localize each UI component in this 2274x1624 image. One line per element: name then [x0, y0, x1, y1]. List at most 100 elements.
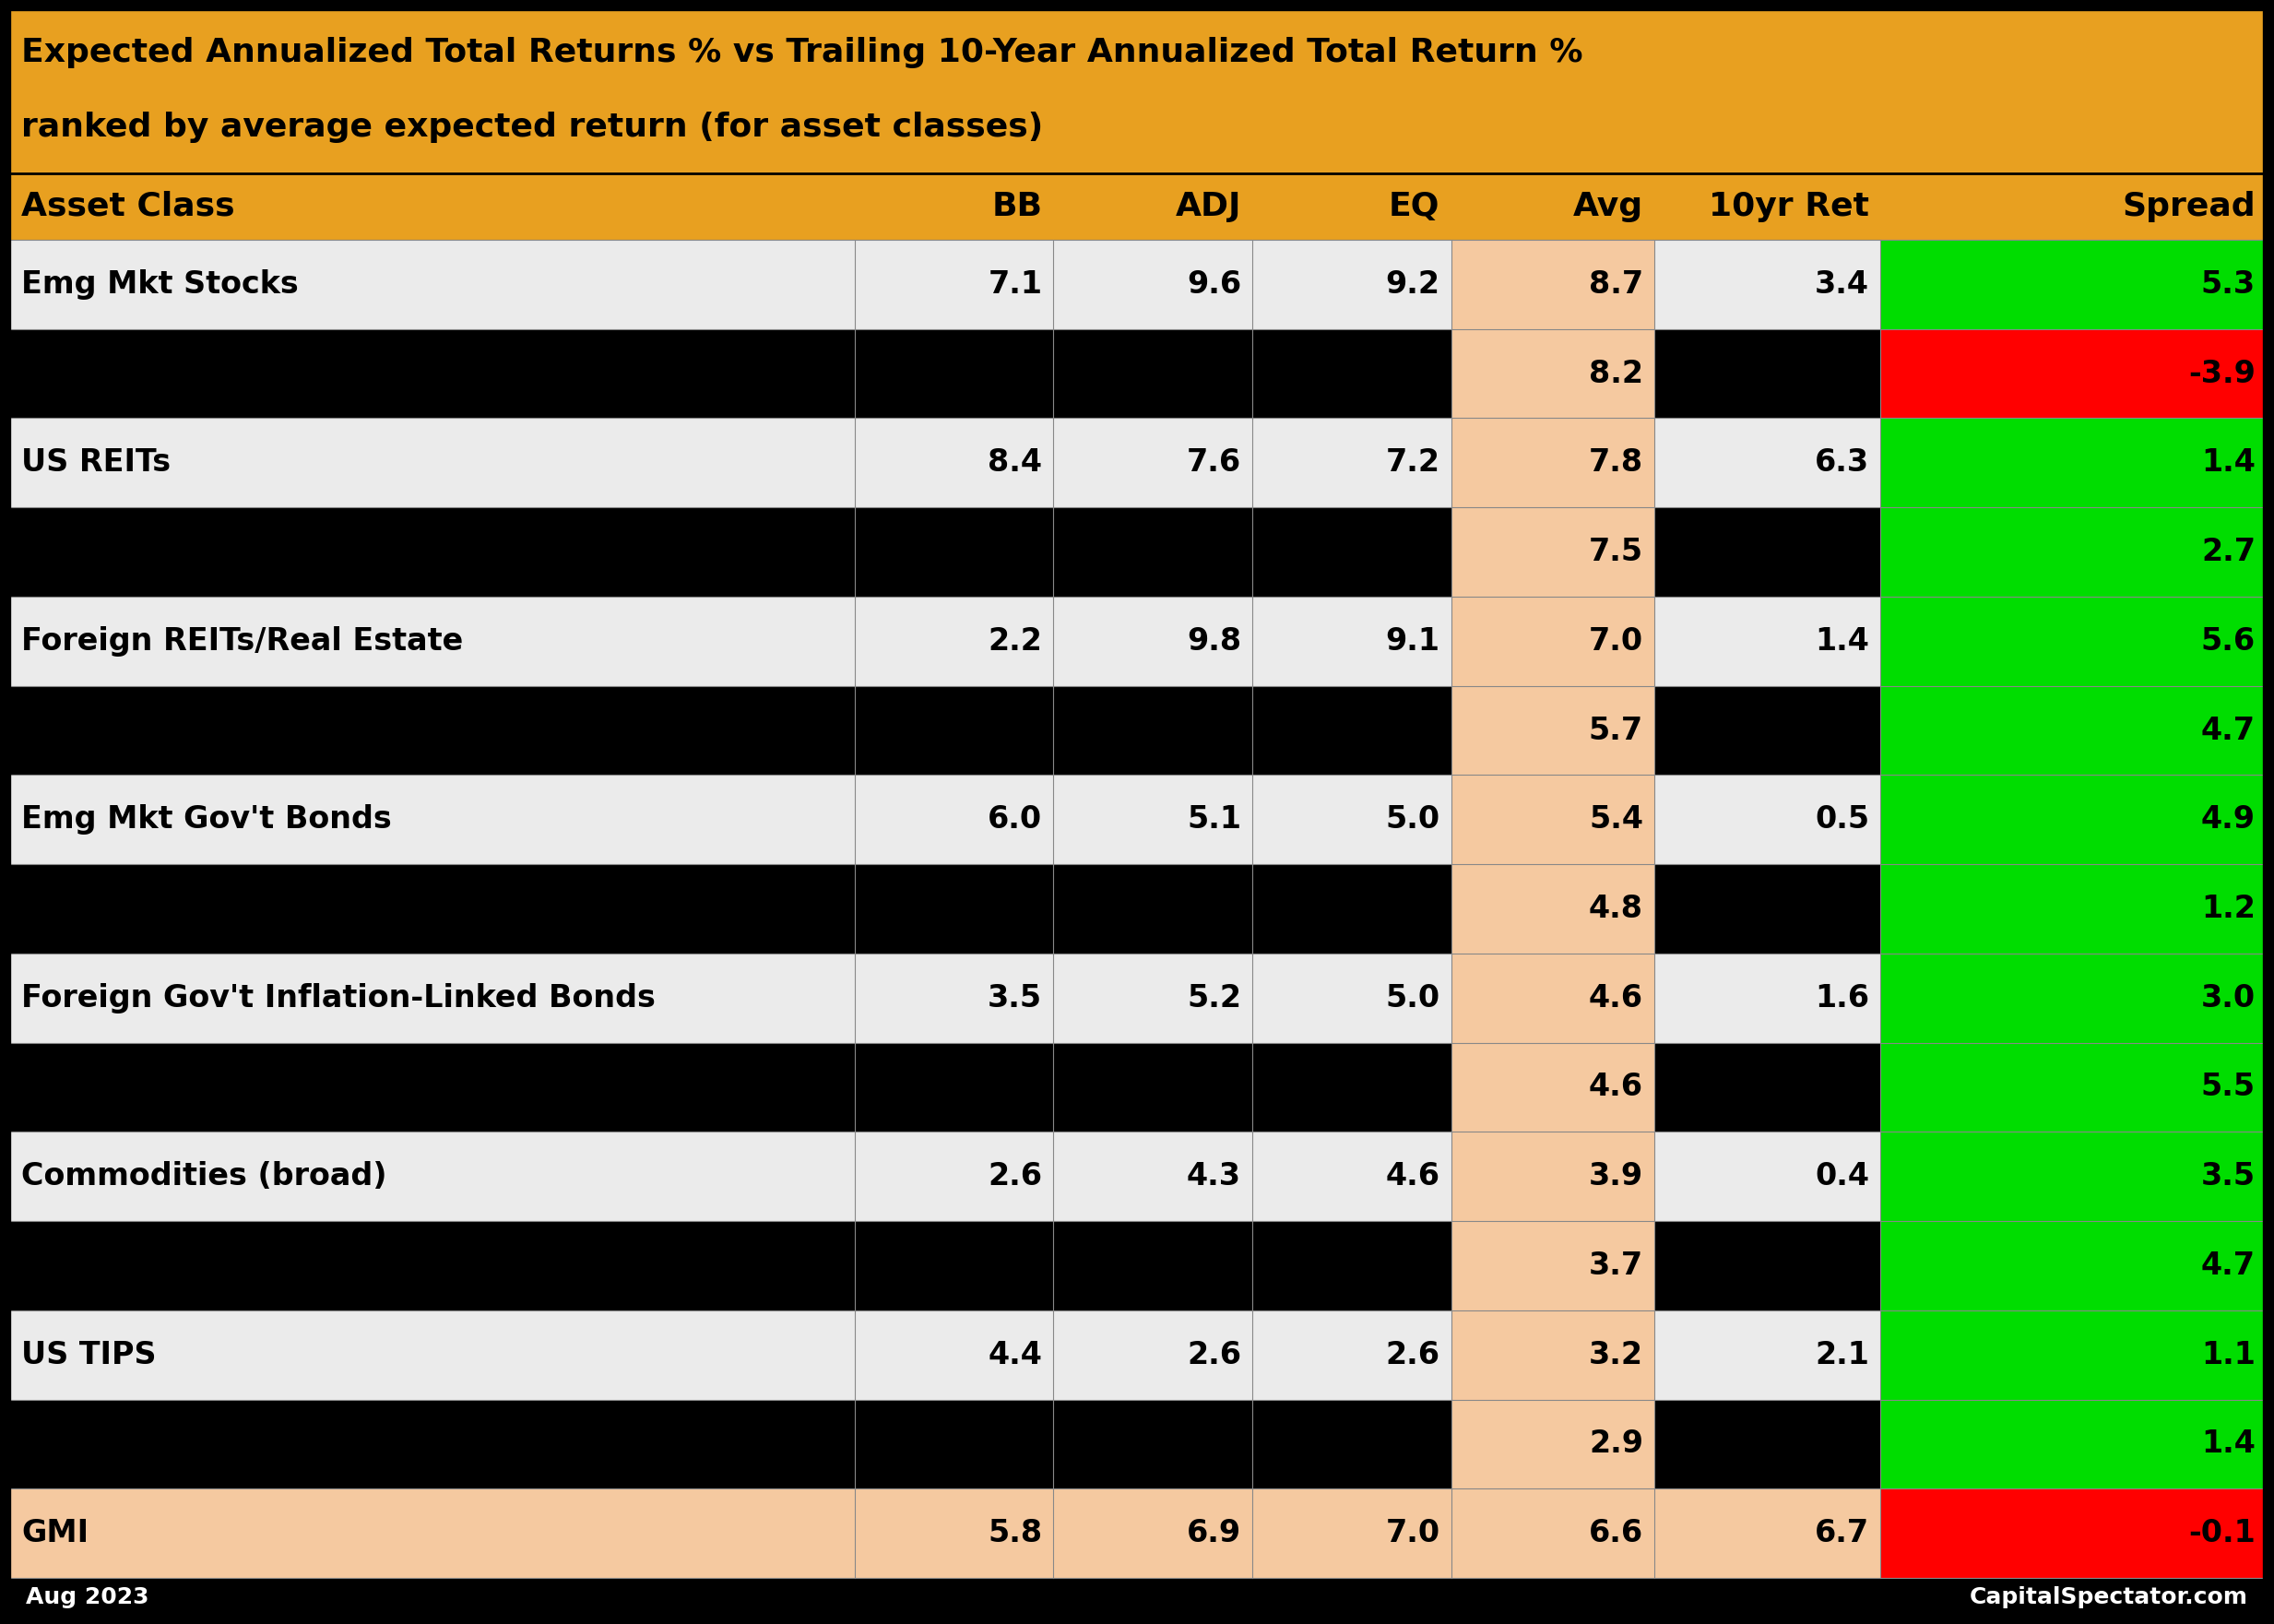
- Bar: [7, 8, 2267, 174]
- Text: US TIPS: US TIPS: [20, 1340, 157, 1371]
- Bar: [1253, 419, 1451, 507]
- Text: 2.6: 2.6: [1385, 1340, 1439, 1371]
- Bar: [7, 1221, 855, 1311]
- Bar: [1053, 1221, 1253, 1311]
- Text: 2.9: 2.9: [1590, 1429, 1644, 1460]
- Bar: [855, 1311, 1053, 1400]
- Bar: [1451, 419, 1655, 507]
- Text: CapitalSpectator.com: CapitalSpectator.com: [1969, 1587, 2249, 1608]
- Bar: [1881, 685, 2267, 775]
- Bar: [1451, 1043, 1655, 1132]
- Bar: [1451, 507, 1655, 596]
- Bar: [1655, 1221, 1881, 1311]
- Text: 2.2: 2.2: [987, 625, 1041, 656]
- Text: 1.6: 1.6: [1815, 983, 1869, 1013]
- Bar: [1053, 1043, 1253, 1132]
- Text: Asset Class: Asset Class: [20, 192, 234, 222]
- Bar: [855, 1400, 1053, 1489]
- Bar: [1655, 1400, 1881, 1489]
- Text: 1.4: 1.4: [2201, 1429, 2256, 1460]
- Text: 5.1: 5.1: [1187, 804, 1242, 835]
- Text: 3.5: 3.5: [2201, 1161, 2256, 1192]
- Text: BB: BB: [991, 192, 1041, 222]
- Bar: [1655, 330, 1881, 419]
- Bar: [1253, 685, 1451, 775]
- Text: 4.3: 4.3: [1187, 1161, 1242, 1192]
- Bar: [1253, 1489, 1451, 1579]
- Bar: [1053, 685, 1253, 775]
- Bar: [1655, 1132, 1881, 1221]
- Text: 10yr Ret: 10yr Ret: [1708, 192, 1869, 222]
- Bar: [855, 1221, 1053, 1311]
- Bar: [855, 685, 1053, 775]
- Text: Avg: Avg: [1574, 192, 1644, 222]
- Bar: [1881, 1221, 2267, 1311]
- Bar: [1881, 330, 2267, 419]
- Bar: [1053, 596, 1253, 685]
- Bar: [1253, 1221, 1451, 1311]
- Bar: [1655, 953, 1881, 1043]
- Bar: [1053, 953, 1253, 1043]
- Bar: [7, 1311, 855, 1400]
- Text: 5.6: 5.6: [2201, 625, 2256, 656]
- Bar: [7, 1400, 855, 1489]
- Text: 2.6: 2.6: [1187, 1340, 1242, 1371]
- Text: 4.6: 4.6: [1590, 983, 1644, 1013]
- Bar: [1881, 1400, 2267, 1489]
- Bar: [7, 775, 855, 864]
- Text: 3.2: 3.2: [1590, 1340, 1644, 1371]
- Bar: [1053, 864, 1253, 953]
- Text: 5.0: 5.0: [1385, 804, 1439, 835]
- Text: 4.7: 4.7: [2201, 715, 2256, 745]
- Bar: [855, 1043, 1053, 1132]
- Bar: [1451, 864, 1655, 953]
- Bar: [1655, 419, 1881, 507]
- Text: 9.1: 9.1: [1385, 625, 1439, 656]
- Text: 6.3: 6.3: [1815, 448, 1869, 477]
- Bar: [1053, 1489, 1253, 1579]
- Text: 5.8: 5.8: [987, 1518, 1041, 1549]
- Bar: [1881, 507, 2267, 596]
- Bar: [1881, 1311, 2267, 1400]
- Text: 6.7: 6.7: [1815, 1518, 1869, 1549]
- Bar: [7, 174, 2267, 240]
- Text: 3.9: 3.9: [1590, 1161, 1644, 1192]
- Text: 3.0: 3.0: [2201, 983, 2256, 1013]
- Bar: [7, 596, 855, 685]
- Text: 7.2: 7.2: [1385, 448, 1439, 477]
- Bar: [1655, 240, 1881, 330]
- Bar: [1253, 1311, 1451, 1400]
- Bar: [1655, 685, 1881, 775]
- Text: 4.9: 4.9: [2201, 804, 2256, 835]
- Bar: [1655, 507, 1881, 596]
- Bar: [1053, 240, 1253, 330]
- Bar: [1451, 240, 1655, 330]
- Bar: [1881, 240, 2267, 330]
- Bar: [1655, 864, 1881, 953]
- Bar: [1451, 1132, 1655, 1221]
- Text: 4.6: 4.6: [1385, 1161, 1439, 1192]
- Text: Emg Mkt Gov't Bonds: Emg Mkt Gov't Bonds: [20, 804, 391, 835]
- Text: 5.0: 5.0: [1385, 983, 1439, 1013]
- Text: 4.8: 4.8: [1590, 893, 1644, 924]
- Text: 4.4: 4.4: [987, 1340, 1041, 1371]
- Text: 7.0: 7.0: [1590, 625, 1644, 656]
- Text: 8.4: 8.4: [987, 448, 1041, 477]
- Text: 8.2: 8.2: [1590, 359, 1644, 388]
- Bar: [1053, 1132, 1253, 1221]
- Bar: [1253, 330, 1451, 419]
- Text: 1.4: 1.4: [1815, 625, 1869, 656]
- Text: 5.4: 5.4: [1590, 804, 1644, 835]
- Text: 7.0: 7.0: [1385, 1518, 1439, 1549]
- Bar: [855, 1489, 1053, 1579]
- Bar: [855, 330, 1053, 419]
- Text: 7.1: 7.1: [987, 270, 1041, 299]
- Text: Foreign REITs/Real Estate: Foreign REITs/Real Estate: [20, 625, 464, 656]
- Text: 7.8: 7.8: [1590, 448, 1644, 477]
- Text: 6.6: 6.6: [1590, 1518, 1644, 1549]
- Bar: [7, 953, 855, 1043]
- Bar: [1451, 775, 1655, 864]
- Bar: [7, 685, 855, 775]
- Bar: [1451, 685, 1655, 775]
- Bar: [7, 864, 855, 953]
